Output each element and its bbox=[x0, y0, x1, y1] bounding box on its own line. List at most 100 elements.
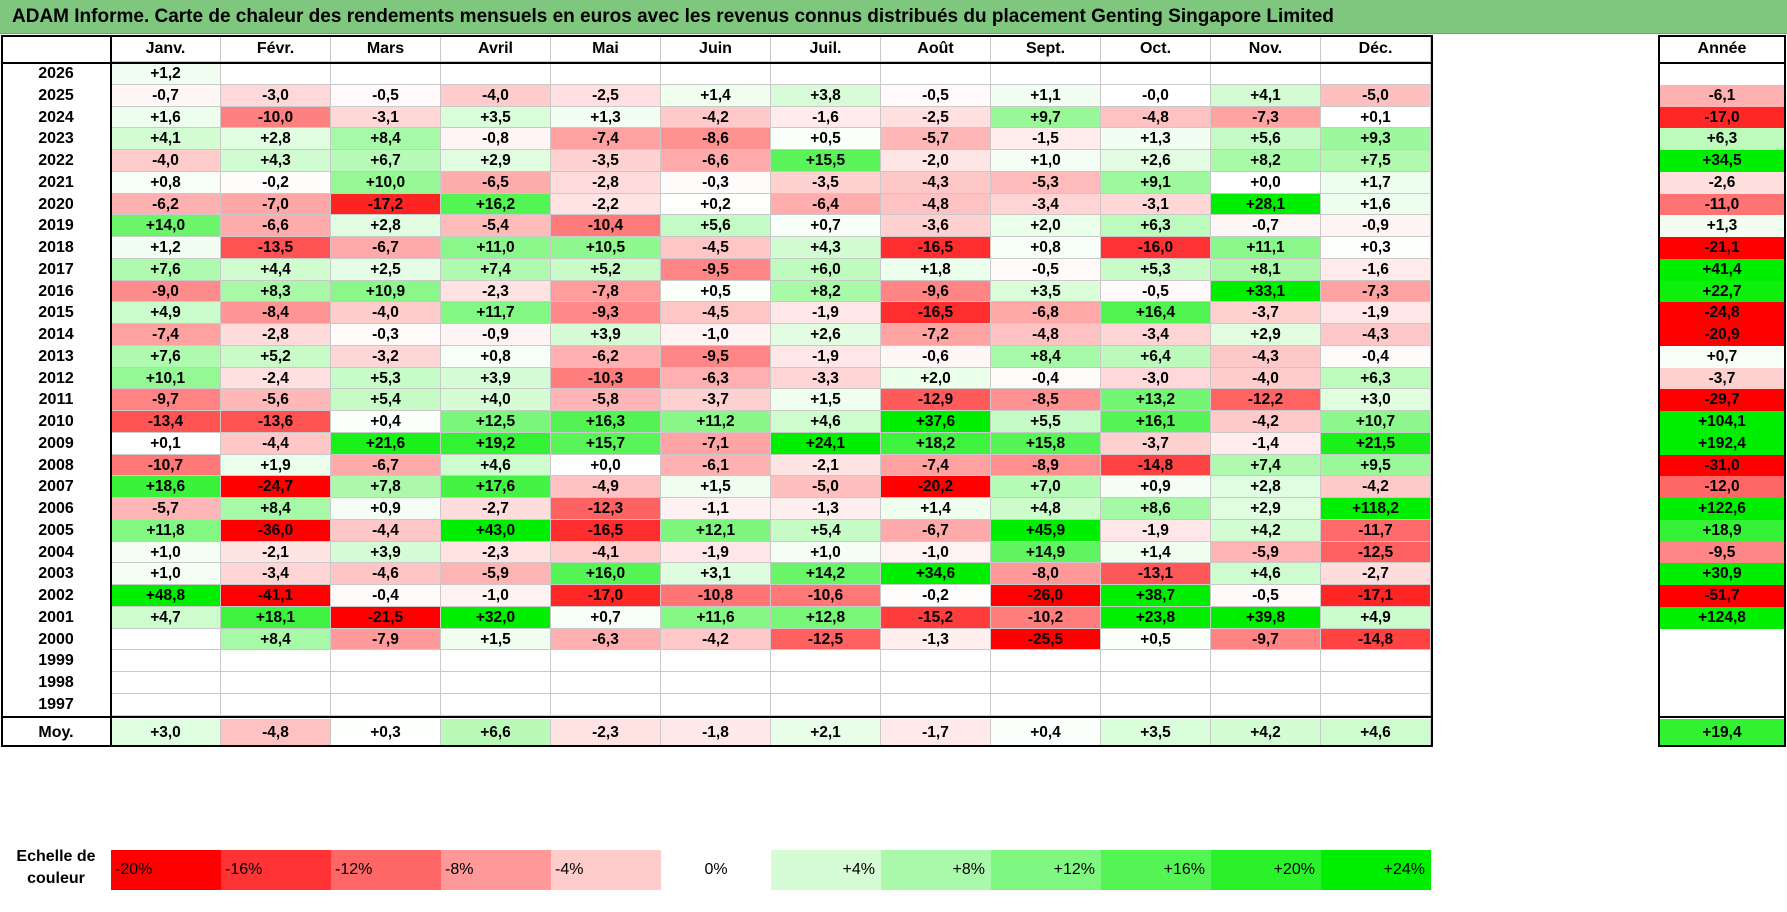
heatmap-cell: -1,0 bbox=[441, 585, 551, 607]
heatmap-cell: +2,9 bbox=[441, 150, 551, 172]
heatmap-cell: +3,9 bbox=[441, 367, 551, 390]
heatmap-cell: -10,0 bbox=[221, 106, 331, 129]
heatmap-cell bbox=[771, 672, 881, 694]
heatmap-cell bbox=[111, 693, 221, 716]
heatmap-cell: +4,9 bbox=[1321, 606, 1431, 629]
heatmap-cell: -2,8 bbox=[221, 324, 331, 346]
average-cell: +3,5 bbox=[1101, 718, 1211, 746]
heatmap-cell: +0,1 bbox=[111, 432, 221, 455]
heatmap-cell: +0,4 bbox=[331, 411, 441, 433]
heatmap-cell bbox=[331, 672, 441, 694]
heatmap-cell: -6,2 bbox=[551, 345, 661, 368]
heatmap-cell: +2,8 bbox=[221, 128, 331, 150]
heatmap-cell: -1,3 bbox=[771, 498, 881, 520]
heatmap-cell bbox=[771, 63, 881, 85]
heatmap-cell: +34,6 bbox=[881, 563, 991, 585]
heatmap-cell: +4,6 bbox=[771, 411, 881, 433]
heatmap-cell: +43,0 bbox=[441, 519, 551, 542]
heatmap-cell: -3,1 bbox=[331, 106, 441, 129]
heatmap-cell: -0,2 bbox=[881, 585, 991, 607]
heatmap-cell: -4,3 bbox=[1321, 324, 1431, 346]
heatmap-cell: -3,4 bbox=[1101, 324, 1211, 346]
year-label: 2017 bbox=[2, 258, 110, 281]
heatmap-cell: +1,4 bbox=[1101, 541, 1211, 564]
heatmap-cell: +16,3 bbox=[551, 411, 661, 433]
heatmap-cell: +3,5 bbox=[991, 280, 1101, 303]
heatmap-cell: -7,3 bbox=[1321, 280, 1431, 303]
heatmap-cell: +4,6 bbox=[1211, 563, 1321, 585]
annual-cell: -29,7 bbox=[1659, 389, 1785, 411]
heatmap-cell: +7,8 bbox=[331, 476, 441, 498]
heatmap-cell: -0,7 bbox=[1211, 215, 1321, 237]
heatmap-cell: -6,3 bbox=[551, 628, 661, 651]
heatmap-cell: +5,2 bbox=[551, 258, 661, 281]
heatmap-cell: -4,2 bbox=[1211, 411, 1321, 433]
heatmap-cell: +9,7 bbox=[991, 106, 1101, 129]
heatmap-cell: +1,2 bbox=[111, 63, 221, 85]
heatmap-cell bbox=[551, 693, 661, 716]
heatmap-cell: -8,5 bbox=[991, 389, 1101, 411]
annual-cell bbox=[1659, 672, 1785, 694]
year-label: 2002 bbox=[2, 585, 110, 607]
heatmap-cell: +4,0 bbox=[441, 389, 551, 411]
year-label: 2016 bbox=[2, 280, 110, 303]
heatmap-cell: +11,6 bbox=[661, 606, 771, 629]
heatmap-cell: +17,6 bbox=[441, 476, 551, 498]
heatmap-cell: +16,4 bbox=[1101, 302, 1211, 324]
heatmap-cell: +8,4 bbox=[991, 345, 1101, 368]
heatmap-cell: +6,7 bbox=[331, 150, 441, 172]
average-cell: +4,6 bbox=[1321, 718, 1431, 746]
color-scale-cell: -20% bbox=[111, 850, 221, 890]
month-header: Déc. bbox=[1321, 36, 1431, 62]
average-cell: -2,3 bbox=[551, 718, 661, 746]
heatmap-cell: +15,5 bbox=[771, 150, 881, 172]
month-header: Janv. bbox=[111, 36, 221, 62]
heatmap-cell: +1,6 bbox=[111, 106, 221, 129]
annual-cell: +18,9 bbox=[1659, 519, 1785, 542]
heatmap-cell: +16,0 bbox=[551, 563, 661, 585]
heatmap-cell: +7,4 bbox=[1211, 454, 1321, 477]
heatmap-cell: -0,5 bbox=[331, 84, 441, 107]
average-cell: +3,0 bbox=[111, 718, 221, 746]
heatmap-cell: -9,7 bbox=[1211, 628, 1321, 651]
heatmap-cell: +21,5 bbox=[1321, 432, 1431, 455]
heatmap-cell: +1,6 bbox=[1321, 193, 1431, 216]
annual-cell: -17,0 bbox=[1659, 106, 1785, 129]
annual-average-separator bbox=[1658, 715, 1786, 718]
color-scale-cell: 0% bbox=[661, 850, 771, 890]
heatmap-cell: -5,0 bbox=[1321, 84, 1431, 107]
heatmap-cell: -3,0 bbox=[221, 84, 331, 107]
heatmap-cell: -7,4 bbox=[551, 128, 661, 150]
heatmap-cell: +8,2 bbox=[771, 280, 881, 303]
year-label: 2001 bbox=[2, 606, 110, 629]
heatmap-cell: +37,6 bbox=[881, 411, 991, 433]
heatmap-cell: -5,0 bbox=[771, 476, 881, 498]
year-label: 1999 bbox=[2, 650, 110, 672]
heatmap-cell: +1,8 bbox=[881, 258, 991, 281]
heatmap-cell: -2,5 bbox=[881, 106, 991, 129]
heatmap-cell bbox=[661, 63, 771, 85]
heatmap-cell bbox=[1321, 672, 1431, 694]
heatmap-cell: +10,0 bbox=[331, 171, 441, 194]
year-label: 2003 bbox=[2, 563, 110, 585]
heatmap-cell bbox=[441, 693, 551, 716]
heatmap-cell: -7,4 bbox=[111, 324, 221, 346]
heatmap-cell: +2,8 bbox=[331, 215, 441, 237]
heatmap-cell: +48,8 bbox=[111, 585, 221, 607]
year-column-separator bbox=[110, 36, 112, 746]
heatmap-cell: +8,6 bbox=[1101, 498, 1211, 520]
heatmap-cell bbox=[551, 672, 661, 694]
heatmap-cell bbox=[1211, 672, 1321, 694]
color-scale-cell: -16% bbox=[221, 850, 331, 890]
heatmap-cell: -12,9 bbox=[881, 389, 991, 411]
heatmap-cell: -5,4 bbox=[441, 215, 551, 237]
heatmap-cell: +1,3 bbox=[551, 106, 661, 129]
heatmap-cell: -4,0 bbox=[331, 302, 441, 324]
heatmap-cell: +1,7 bbox=[1321, 171, 1431, 194]
heatmap-cell: +2,0 bbox=[991, 215, 1101, 237]
heatmap-cell: +24,1 bbox=[771, 432, 881, 455]
average-cell: +2,1 bbox=[771, 718, 881, 746]
color-scale-cell: +16% bbox=[1101, 850, 1211, 890]
heatmap-cell bbox=[1321, 650, 1431, 672]
